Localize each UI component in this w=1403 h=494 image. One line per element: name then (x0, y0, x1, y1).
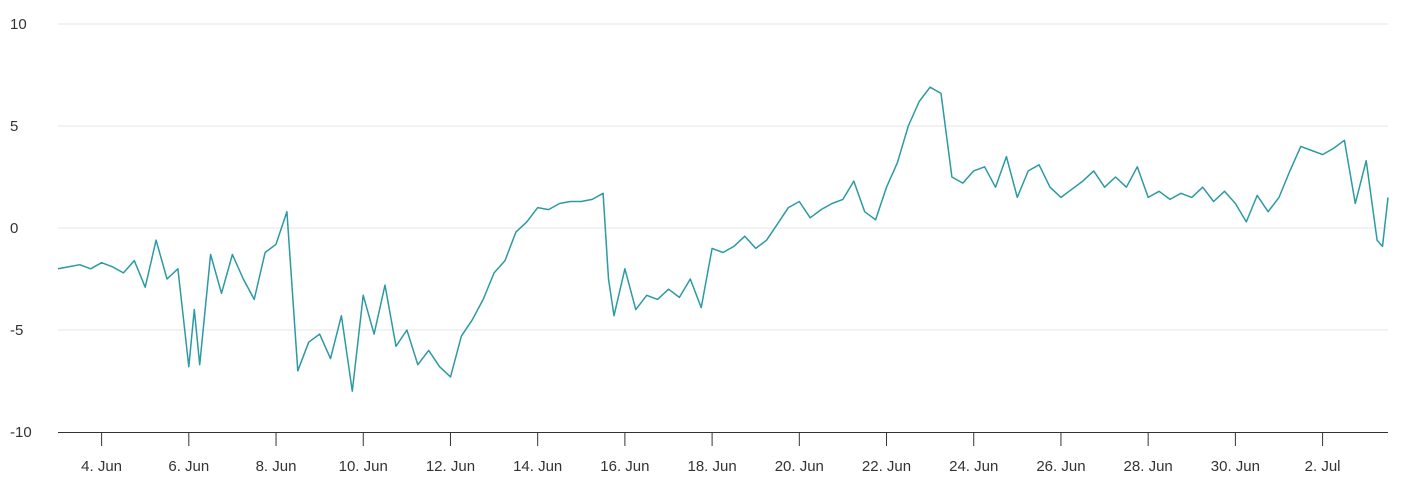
y-tick-label: 5 (10, 118, 18, 135)
x-tick-label: 28. Jun (1124, 458, 1173, 475)
x-tick-label: 16. Jun (600, 458, 649, 475)
y-tick-label: 10 (10, 16, 27, 33)
y-axis-ticks: 10 5 0 -5 -10 (10, 16, 32, 441)
series-layer (57, 86, 1389, 392)
y-tick-label: 0 (10, 220, 18, 237)
series-line (57, 86, 1389, 392)
x-tick-label: 24. Jun (949, 458, 998, 475)
x-tick-label: 26. Jun (1036, 458, 1085, 475)
x-tick-label: 12. Jun (426, 458, 475, 475)
x-tick-label: 2. Jul (1305, 458, 1341, 475)
x-tick-label: 22. Jun (862, 458, 911, 475)
x-tick-label: 14. Jun (513, 458, 562, 475)
x-tick-label: 20. Jun (775, 458, 824, 475)
x-tick-label: 10. Jun (339, 458, 388, 475)
x-tick-label: 6. Jun (168, 458, 209, 475)
y-tick-label: -5 (10, 322, 23, 339)
x-tick-label: 4. Jun (81, 458, 122, 475)
x-tick-label: 8. Jun (256, 458, 297, 475)
x-tick-label: 18. Jun (687, 458, 736, 475)
x-tick-label: 30. Jun (1211, 458, 1260, 475)
x-axis: 4. Jun 6. Jun 8. Jun 10. Jun 12. Jun 14. Jun 1… (58, 432, 1388, 475)
grid-lines (58, 23, 1388, 331)
y-tick-label: -10 (10, 424, 32, 441)
